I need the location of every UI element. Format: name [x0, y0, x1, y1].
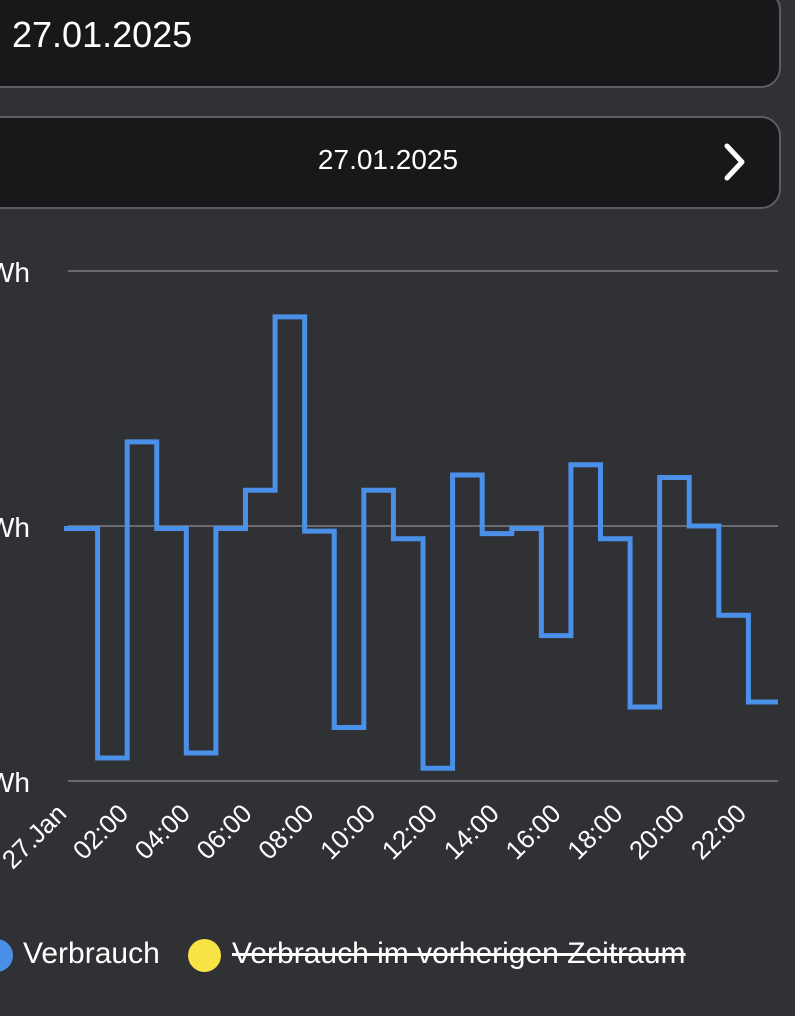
x-tick-label: 04:00 — [129, 798, 196, 865]
date-input-value: 27.01.2025 — [12, 14, 193, 55]
legend-label-previous-period: Verbrauch im vorherigen Zeitraum — [232, 937, 686, 970]
x-tick-label: 20:00 — [623, 798, 690, 865]
x-tick-label: 10:00 — [314, 798, 381, 865]
y-tick-label: Wh — [0, 512, 30, 543]
legend-item-verbrauch[interactable]: Verbrauch — [0, 935, 180, 975]
legend-label-verbrauch: Verbrauch — [23, 937, 160, 970]
legend-swatch-previous-period — [188, 939, 221, 972]
series-line-verbrauch — [64, 314, 778, 771]
x-tick-label: 02:00 — [67, 798, 134, 865]
x-tick-label: 18:00 — [561, 798, 628, 865]
x-tick-label: 08:00 — [252, 798, 319, 865]
x-tick-label: 12:00 — [376, 798, 443, 865]
consumption-chart: WhWhWh27.Jan02:0004:0006:0008:0010:0012:… — [0, 257, 778, 874]
y-tick-label: Wh — [0, 257, 30, 288]
chevron-right-icon — [724, 143, 745, 181]
date-input[interactable]: 27.01.2025 — [0, 0, 781, 88]
y-tick-label: Wh — [0, 767, 30, 798]
x-tick-label: 14:00 — [438, 798, 505, 865]
next-period-button[interactable] — [713, 140, 757, 184]
x-tick-label: 16:00 — [499, 798, 566, 865]
x-tick-label: 27.Jan — [0, 798, 72, 874]
x-tick-label: 06:00 — [190, 798, 257, 865]
x-tick-label: 22:00 — [685, 798, 752, 865]
period-label: 27.01.2025 — [317, 144, 459, 175]
period-navigation: 27.01.2025 — [0, 116, 781, 209]
legend-item-previous-period[interactable]: Verbrauch im vorherigen Zeitraum — [188, 935, 728, 975]
legend-swatch-verbrauch — [0, 939, 13, 972]
